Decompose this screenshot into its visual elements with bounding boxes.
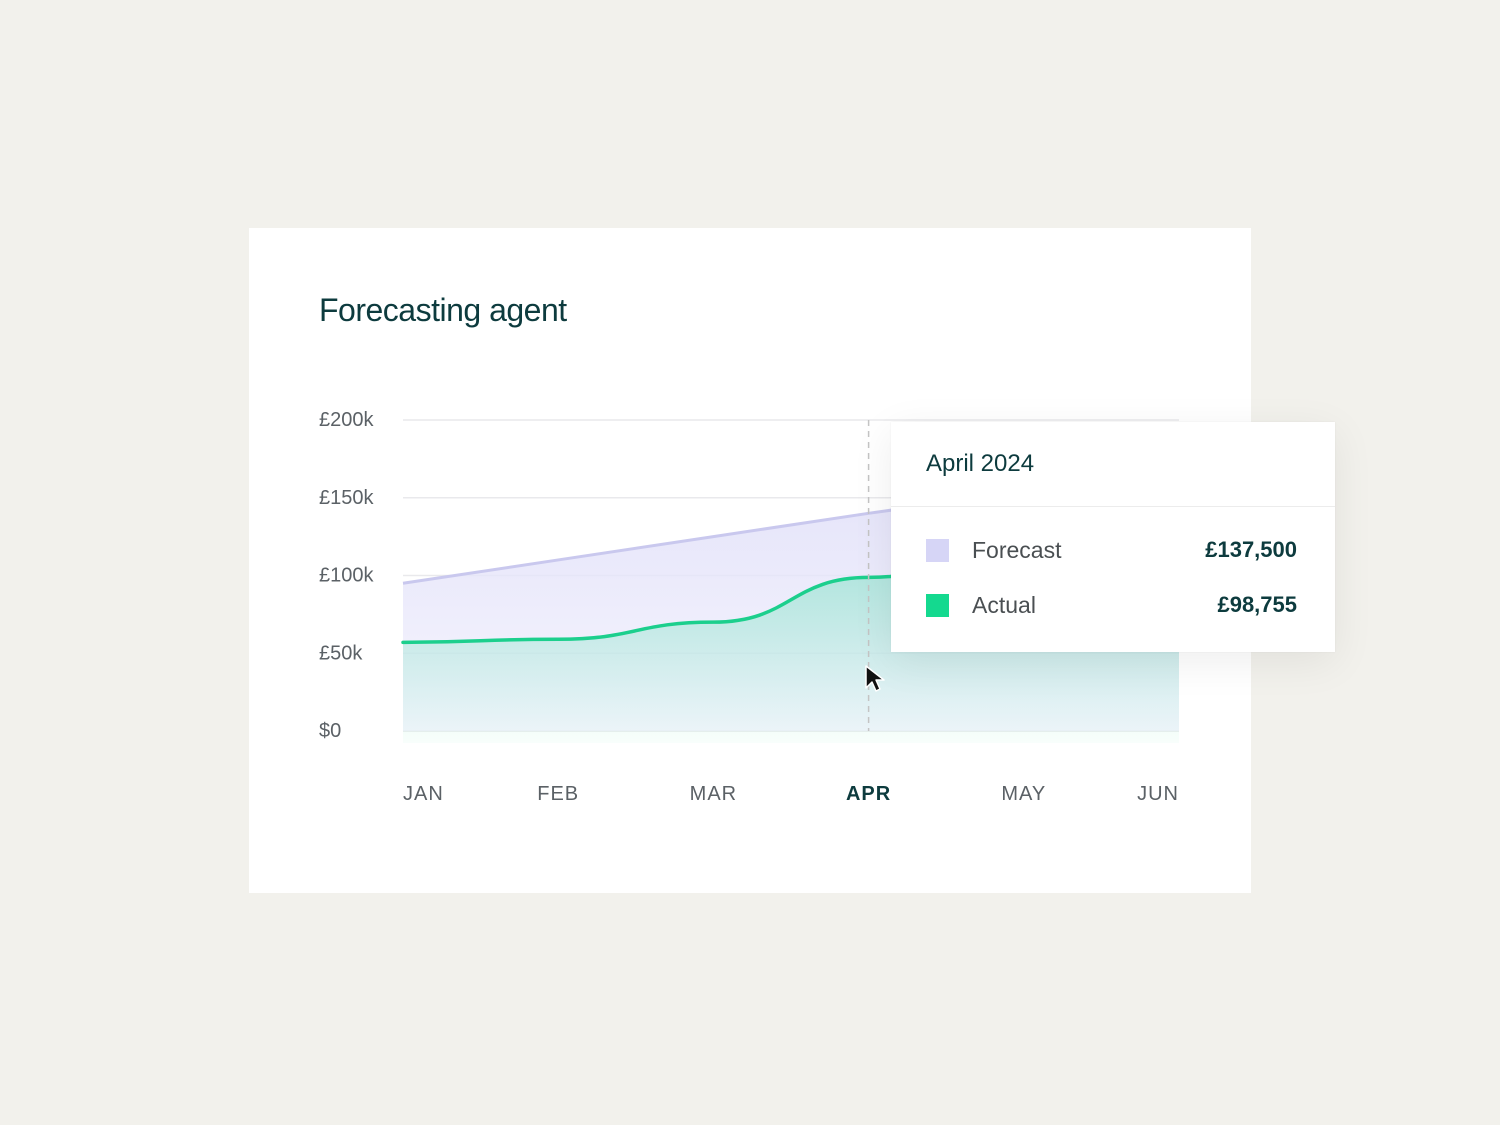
x-tick-label: JUN	[1137, 783, 1179, 805]
y-tick-label: £200k	[319, 409, 374, 431]
tooltip-row-actual: Actual £98,755	[926, 590, 1297, 620]
y-tick-label: $0	[319, 720, 341, 742]
x-tick-label: FEB	[537, 783, 579, 805]
actual-legend-swatch	[926, 593, 949, 617]
tooltip-title: April 2024	[891, 422, 1335, 507]
y-tick-label: £50k	[319, 642, 363, 664]
tooltip-series-name: Actual	[972, 591, 1036, 618]
y-tick-label: £100k	[319, 565, 374, 587]
tooltip-series-value: £98,755	[1217, 592, 1297, 617]
x-tick-label: JAN	[403, 783, 444, 805]
y-tick-label: £150k	[319, 487, 374, 509]
tooltip-row-forecast: Forecast £137,500	[926, 535, 1297, 565]
x-tick-label: MAY	[1001, 783, 1046, 805]
x-tick-label: APR	[846, 783, 891, 805]
x-tick-label: MAR	[690, 783, 737, 805]
chart-title: Forecasting agent	[319, 292, 567, 328]
chart-tooltip: April 2024 Forecast £137,500 Actual £98,…	[891, 422, 1335, 652]
mouse-pointer-icon	[865, 665, 885, 692]
tooltip-series-name: Forecast	[972, 536, 1062, 563]
tooltip-series-value: £137,500	[1205, 537, 1297, 562]
forecast-legend-swatch	[926, 538, 949, 562]
